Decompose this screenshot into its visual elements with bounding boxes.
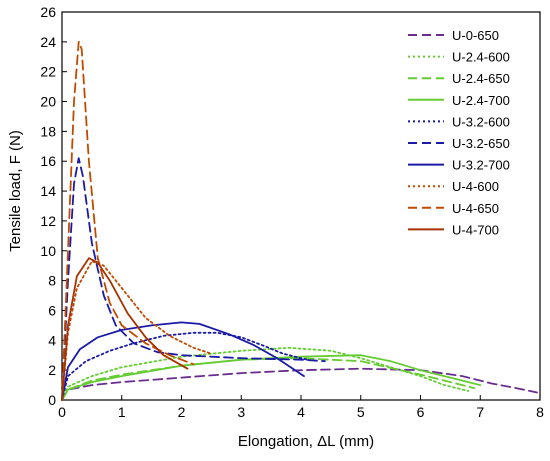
y-tick-label: 20	[40, 94, 56, 110]
legend-label-U-0-650: U-0-650	[452, 28, 499, 43]
series-line-U-3.2-700	[61, 321, 305, 401]
y-tick-label: 22	[40, 64, 56, 80]
y-tick-label: 6	[48, 302, 56, 318]
series-line-U-3.2-650	[61, 157, 326, 401]
legend-label-U-3.2-700: U-3.2-700	[452, 158, 510, 173]
legend-label-U-3.2-650: U-3.2-650	[452, 136, 510, 151]
legend-label-U-4-600: U-4-600	[452, 179, 499, 194]
legend-label-U-2.4-700: U-2.4-700	[452, 93, 510, 108]
legend-label-U-4-650: U-4-650	[452, 201, 499, 216]
y-tick-label: 8	[48, 273, 56, 289]
legend-label-U-2.4-600: U-2.4-600	[452, 50, 510, 65]
y-tick-label: 10	[40, 243, 56, 259]
x-tick-label: 5	[357, 404, 365, 420]
x-tick-label: 1	[118, 404, 126, 420]
y-tick-label: 24	[40, 34, 56, 50]
x-tick-label: 8	[536, 404, 544, 420]
legend-label-U-2.4-650: U-2.4-650	[452, 71, 510, 86]
legend-label-U-4-700: U-4-700	[452, 222, 499, 237]
series-line-U-0-650	[61, 367, 538, 401]
series-line-U-2.4-650	[61, 357, 476, 401]
y-tick-label: 16	[40, 153, 56, 169]
y-axis-title: Tensile load, F (N)	[7, 130, 24, 252]
y-tick-label: 2	[48, 362, 56, 378]
series-layer	[61, 40, 538, 401]
x-tick-label: 4	[297, 404, 305, 420]
series-line-U-2.4-600	[61, 346, 470, 401]
series-line-U-3.2-600	[61, 331, 308, 401]
x-tick-label: 0	[58, 404, 66, 420]
y-tick-label: 12	[40, 213, 56, 229]
x-tick-label: 6	[417, 404, 425, 420]
y-tick-label: 26	[40, 4, 56, 20]
legend: U-0-650 U-2.4-600 U-2.4-650 U-2.4-700 U-3.2-…	[408, 28, 510, 237]
y-tick-label: 18	[40, 123, 56, 139]
y-tick-label: 0	[48, 392, 56, 408]
legend-label-U-3.2-600: U-3.2-600	[452, 114, 510, 129]
y-tick-label: 4	[48, 332, 56, 348]
series-line-U-4-700	[61, 257, 189, 401]
x-axis-title: Elongation, ΔL (mm)	[238, 433, 374, 450]
x-tick-label: 7	[476, 404, 484, 420]
x-tick-label: 3	[237, 404, 245, 420]
y-tick-label: 14	[40, 183, 56, 199]
series-line-U-2.4-700	[61, 354, 482, 401]
x-tick-label: 2	[178, 404, 186, 420]
series-line-U-4-650	[61, 40, 195, 401]
series-line-U-4-600	[61, 260, 213, 401]
